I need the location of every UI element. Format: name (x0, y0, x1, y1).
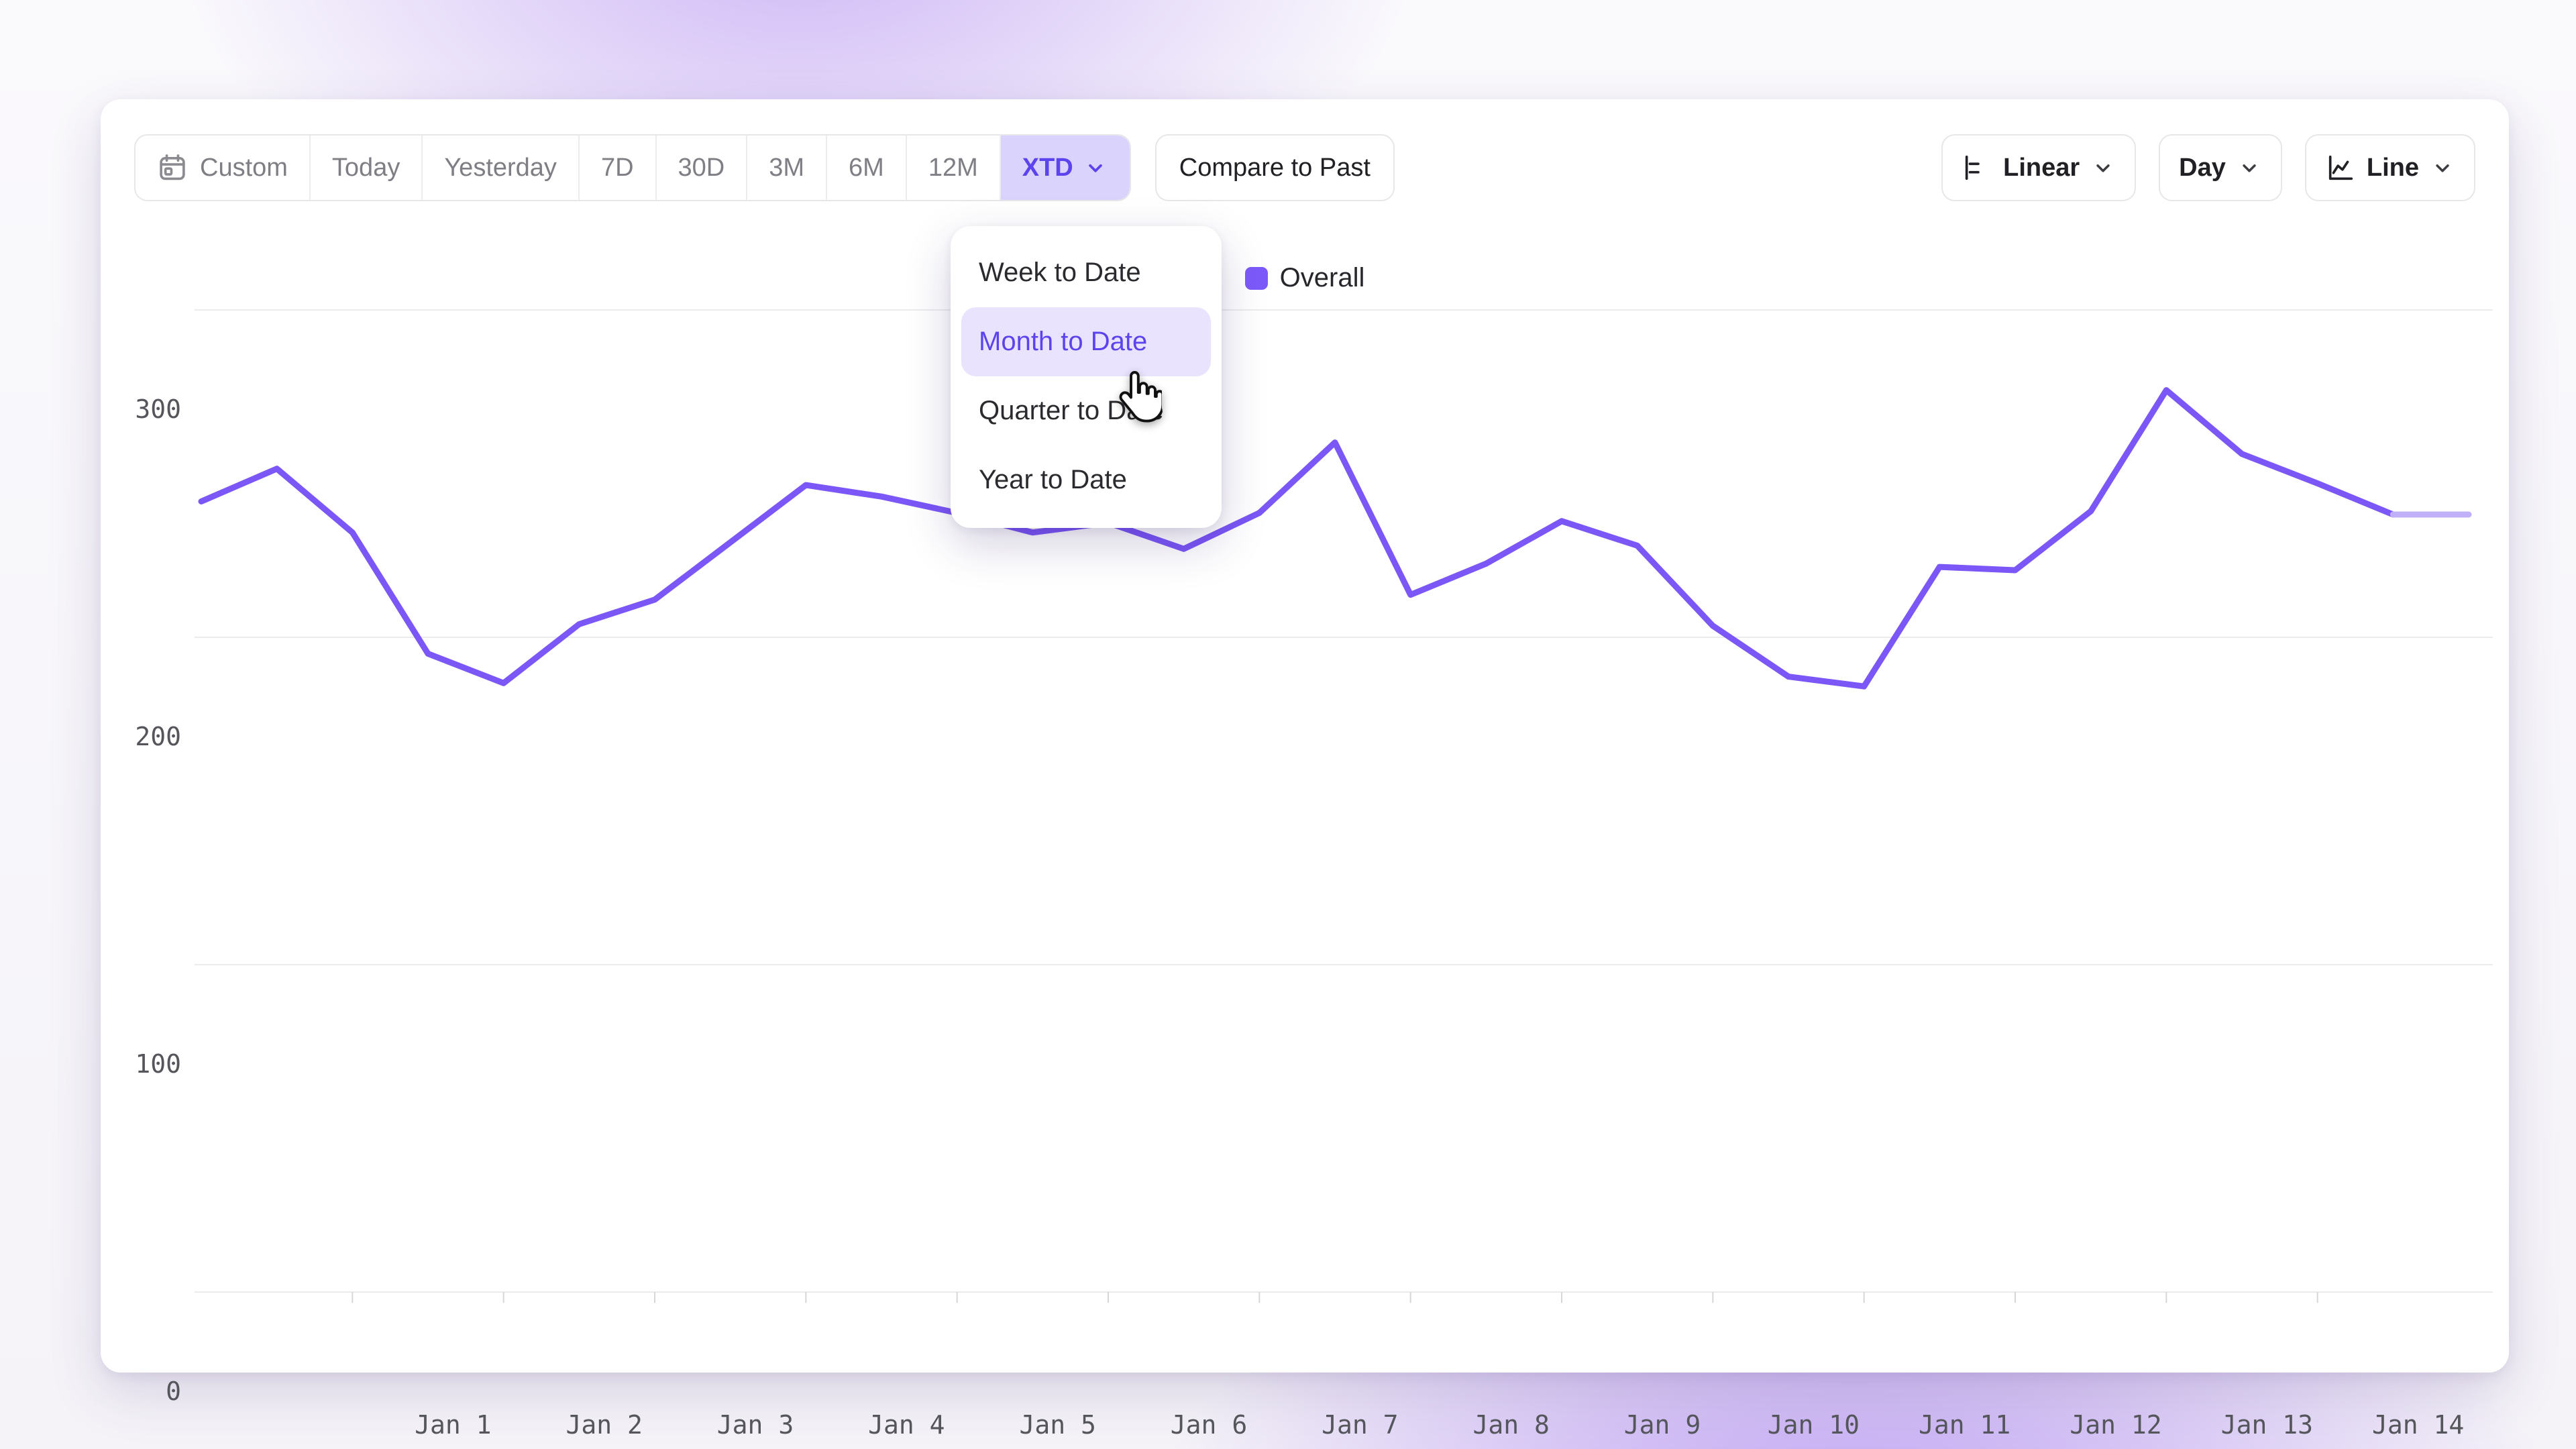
range-label: Custom (200, 153, 288, 182)
range-button-custom[interactable]: Custom (136, 136, 311, 200)
range-label: 7D (600, 153, 634, 182)
compare-label: Compare to Past (1179, 153, 1371, 182)
range-button-6m[interactable]: 6M (827, 136, 907, 200)
chart-card: Custom Today Yesterday 7D 30D 3M 6M 12M … (101, 99, 2509, 1440)
chart-legend: Overall (101, 263, 2509, 293)
chart-settings-group: Linear Day Line (1941, 134, 2475, 201)
date-range-segmented-control: Custom Today Yesterday 7D 30D 3M 6M 12M … (134, 134, 1131, 201)
menu-item-month-to-date[interactable]: Month to Date (961, 307, 1211, 376)
menu-item-quarter-to-date[interactable]: Quarter to Date (979, 396, 1164, 425)
y-axis-label: 100 (135, 1049, 181, 1079)
range-button-30d[interactable]: 30D (657, 136, 748, 200)
range-label: 12M (928, 153, 978, 182)
range-button-7d[interactable]: 7D (580, 136, 657, 200)
range-label: XTD (1022, 153, 1073, 182)
range-button-today[interactable]: Today (311, 136, 423, 200)
line-chart-icon (2328, 155, 2353, 180)
legend-label-overall: Overall (1279, 263, 1365, 292)
x-axis-label: Jan 12 (2070, 1410, 2162, 1440)
x-axis-label: Jan 10 (1767, 1410, 1860, 1440)
line-chart-plot (195, 309, 2493, 1303)
menu-item-week-to-date[interactable]: Week to Date (979, 258, 1141, 287)
granularity-label: Day (2179, 153, 2226, 182)
range-label: Today (331, 153, 400, 182)
chevron-down-icon (2243, 164, 2256, 172)
x-axis-label: Jan 4 (868, 1410, 945, 1440)
x-axis-label: Jan 9 (1623, 1410, 1701, 1440)
compare-to-past-button[interactable]: Compare to Past (1155, 134, 1395, 201)
chevron-down-icon (1088, 164, 1102, 172)
x-axis-label: Jan 14 (2372, 1410, 2465, 1440)
legend-swatch-overall (1244, 266, 1268, 290)
granularity-dropdown-button[interactable]: Day (2159, 134, 2282, 201)
x-axis-label: Jan 11 (1919, 1410, 2011, 1440)
linear-scale-icon (1965, 155, 1980, 180)
x-axis-label: Jan 7 (1322, 1410, 1399, 1440)
x-axis-label: Jan 6 (1170, 1410, 1248, 1440)
range-button-xtd[interactable]: XTD (1000, 136, 1130, 200)
chart-type-dropdown-button[interactable]: Line (2304, 134, 2475, 201)
range-button-3m[interactable]: 3M (747, 136, 828, 200)
x-axis-label: Jan 13 (2220, 1410, 2313, 1440)
toolbar: Custom Today Yesterday 7D 30D 3M 6M 12M … (134, 134, 2475, 201)
range-button-yesterday[interactable]: Yesterday (423, 136, 580, 200)
x-axis-label: Jan 5 (1019, 1410, 1096, 1440)
menu-item-year-to-date[interactable]: Year to Date (979, 465, 1127, 494)
y-axis-label: 0 (166, 1377, 181, 1406)
x-axis-label: Jan 3 (716, 1410, 794, 1440)
range-label: 3M (769, 153, 805, 182)
y-axis-label: 200 (135, 722, 181, 751)
chevron-down-icon (2436, 164, 2449, 172)
range-label: Yesterday (444, 153, 557, 182)
series-line-overall (198, 387, 2396, 690)
calendar-icon (160, 154, 185, 180)
x-axis-label: Jan 1 (415, 1410, 492, 1440)
range-label: 6M (849, 153, 884, 182)
chevron-down-icon (2096, 164, 2110, 172)
hand-pointer-cursor (1119, 371, 1162, 423)
scale-dropdown-button[interactable]: Linear (1941, 134, 2137, 201)
y-axis-label: 300 (135, 394, 181, 424)
chart-type-label: Line (2366, 153, 2419, 182)
x-axis-label: Jan 8 (1472, 1410, 1550, 1440)
xtd-dropdown-menu: Week to Date Month to Date Quarter to Da… (951, 226, 1222, 528)
range-label: 30D (678, 153, 725, 182)
x-axis-label: Jan 2 (566, 1410, 643, 1440)
scale-label: Linear (2003, 153, 2080, 182)
range-button-12m[interactable]: 12M (907, 136, 1001, 200)
